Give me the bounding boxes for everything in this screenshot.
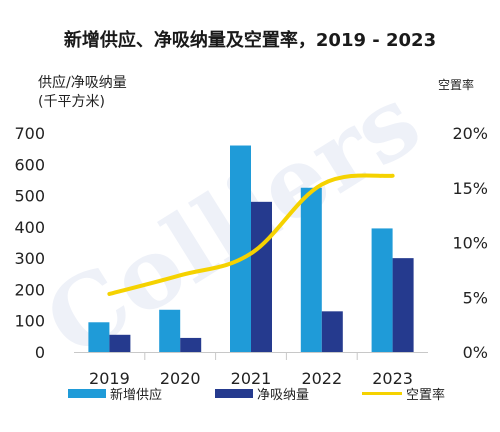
left-tick-200: 200	[14, 280, 45, 299]
x-axis-ticks: 2019 2020 2021 2022 2023	[89, 352, 413, 388]
x-tick-label-2021: 2021	[231, 369, 272, 388]
legend-item-supply: 新增供应	[68, 384, 162, 403]
legend-line-vacancy	[362, 392, 402, 395]
legend-swatch-absorption	[215, 389, 253, 398]
chart-title: 新增供应、净吸纳量及空置率，2019 - 2023	[63, 30, 437, 51]
legend-label-vacancy: 空置率	[406, 388, 446, 403]
left-tick-0: 0	[35, 343, 45, 362]
bar-supply-2022	[300, 187, 322, 352]
legend-swatch-supply	[68, 389, 106, 398]
left-tick-700: 700	[14, 124, 45, 143]
left-tick-100: 100	[14, 312, 45, 331]
bar-absorption-2020	[180, 337, 202, 352]
vacancy-line-group	[107, 173, 395, 296]
legend-label-absorption: 净吸纳量	[257, 388, 310, 403]
bar-supply-2021	[230, 145, 251, 352]
right-tick-20%: 20%	[452, 124, 488, 143]
right-tick-0%: 0%	[463, 343, 488, 362]
vacancy-line	[107, 173, 395, 296]
bar-supply-2023	[371, 228, 393, 352]
right-tick-10%: 10%	[452, 234, 488, 253]
bar-absorption-2019	[109, 334, 131, 352]
left-tick-400: 400	[14, 218, 45, 237]
bar-absorption-2022	[321, 311, 343, 352]
left-tick-300: 300	[14, 249, 45, 268]
left-axis-label-line1: 供应/净吸纳量	[38, 75, 127, 91]
left-tick-600: 600	[14, 155, 45, 174]
right-axis-ticks: 0% 5% 10% 15% 20%	[452, 124, 488, 362]
bar-absorption-2023	[392, 258, 414, 352]
bar-absorption-2021	[251, 201, 272, 352]
right-tick-5%: 5%	[463, 288, 488, 307]
bar-supply-2019	[88, 322, 110, 352]
left-axis-label: 供应/净吸纳量 (千平方米)	[38, 74, 127, 112]
x-tick-label-2022: 2022	[301, 369, 342, 388]
legend-item-absorption: 净吸纳量	[215, 384, 309, 403]
x-tick-label-2023: 2023	[372, 369, 413, 388]
legend: 新增供应 净吸纳量 空置率	[0, 384, 500, 404]
left-axis-label-line2: (千平方米)	[38, 94, 105, 110]
right-axis-label: 空置率	[438, 78, 475, 92]
left-axis-ticks: 0 100 200 300 400 500 600 700	[14, 124, 45, 362]
bars	[88, 145, 414, 352]
x-tick-label-2019: 2019	[89, 369, 130, 388]
legend-item-vacancy: 空置率	[362, 384, 445, 403]
left-tick-500: 500	[14, 187, 45, 206]
legend-label-supply: 新增供应	[110, 388, 163, 403]
bar-supply-2020	[159, 309, 181, 352]
x-tick-label-2020: 2020	[160, 369, 201, 388]
right-tick-15%: 15%	[452, 179, 488, 198]
